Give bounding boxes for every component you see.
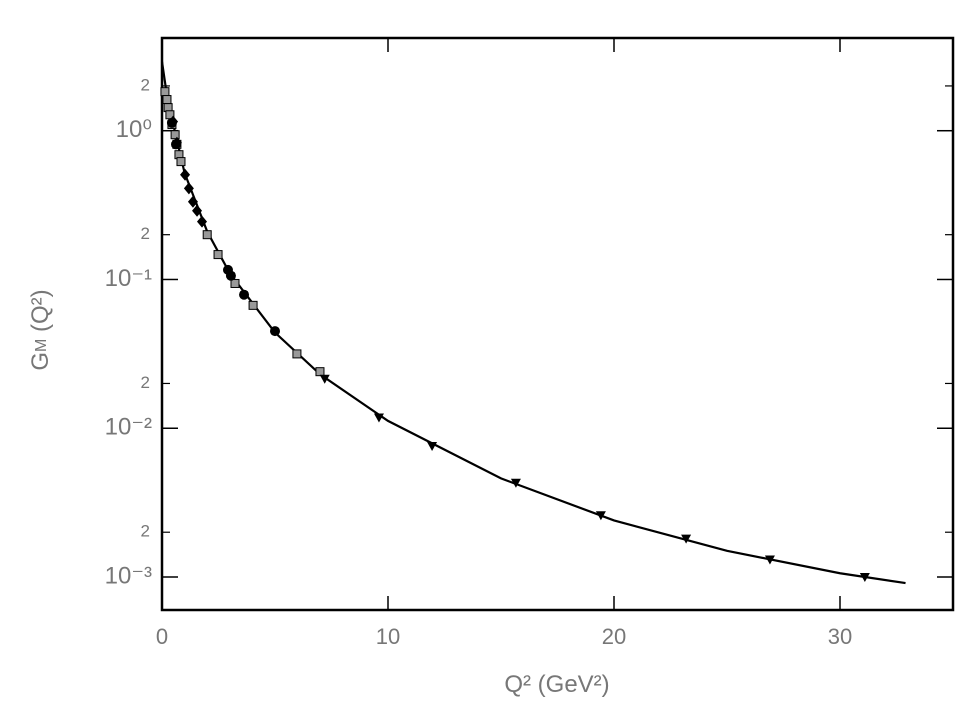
data-point bbox=[183, 182, 194, 195]
data-point bbox=[859, 572, 870, 582]
x-tick-label: 0 bbox=[156, 624, 168, 649]
y-tick-label: 2 bbox=[141, 75, 150, 94]
data-point bbox=[197, 215, 208, 228]
data-point bbox=[510, 478, 521, 488]
y-tick-label: 10⁻² bbox=[105, 414, 152, 441]
fit-curve bbox=[160, 61, 906, 585]
x-axis-label: Q² (GeV²) bbox=[504, 671, 609, 698]
data-point bbox=[192, 204, 203, 217]
data-point bbox=[176, 157, 186, 167]
data-point bbox=[681, 534, 692, 544]
data-point bbox=[292, 349, 302, 359]
y-label-sub: M bbox=[33, 339, 50, 352]
data-point bbox=[225, 270, 236, 281]
data-point bbox=[213, 250, 223, 260]
data-point bbox=[230, 278, 240, 288]
y-label-rest: (Q²) bbox=[27, 289, 54, 338]
y-axis-label: GM (Q²) bbox=[27, 289, 54, 370]
data-point bbox=[170, 130, 180, 140]
x-tick-label: 10 bbox=[376, 624, 400, 649]
x-label-main: Q² bbox=[504, 671, 531, 698]
data-point bbox=[171, 139, 182, 150]
x-tick-label: 20 bbox=[602, 624, 626, 649]
data-point bbox=[162, 95, 172, 105]
data-point bbox=[160, 87, 170, 97]
y-label-main: G bbox=[27, 352, 54, 371]
y-tick-label: 2 bbox=[141, 224, 150, 243]
data-point bbox=[202, 230, 212, 240]
y-tick-label: 2 bbox=[141, 522, 150, 541]
x-label-rest: (GeV²) bbox=[531, 671, 610, 698]
x-tick-label: 30 bbox=[828, 624, 852, 649]
data-point bbox=[373, 413, 384, 423]
data-point bbox=[427, 441, 438, 451]
data-point bbox=[270, 326, 280, 337]
y-tick-label: 10⁰ bbox=[116, 116, 152, 143]
y-tick-label: 10⁻³ bbox=[105, 562, 152, 589]
data-point bbox=[764, 555, 775, 565]
data-point bbox=[187, 195, 198, 208]
plot-frame bbox=[160, 36, 955, 612]
data-point bbox=[166, 117, 177, 128]
y-tick-label: 10⁻¹ bbox=[105, 265, 152, 292]
data-point bbox=[595, 511, 606, 521]
data-point bbox=[315, 367, 325, 377]
y-tick-label: 2 bbox=[141, 373, 150, 392]
data-point bbox=[239, 289, 250, 300]
data-point bbox=[248, 300, 258, 310]
data-point bbox=[319, 374, 330, 384]
data-point bbox=[180, 168, 191, 181]
